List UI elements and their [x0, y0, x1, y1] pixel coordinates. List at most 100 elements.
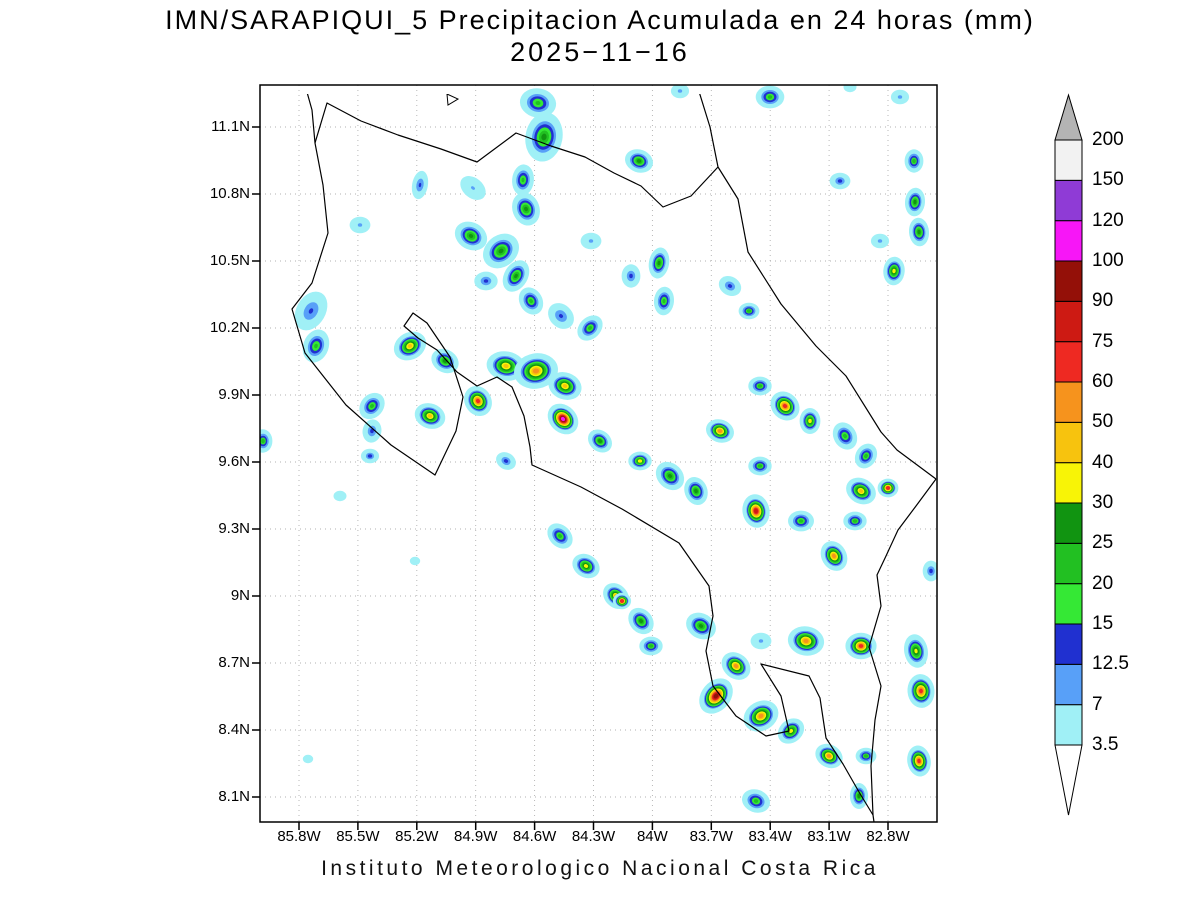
precip-cell-ring	[677, 89, 683, 93]
precip-cell-ring	[503, 363, 509, 369]
precip-cell-ring	[308, 308, 314, 314]
colorbar-tick-label: 120	[1092, 209, 1124, 231]
colorbar-segment	[1054, 300, 1083, 343]
precip-cell-ring	[852, 519, 858, 523]
precipitation-map-canvas	[252, 84, 938, 830]
colorbar-segment	[1054, 704, 1083, 746]
precip-cell-ring	[929, 568, 933, 574]
precip-cell-ring	[912, 158, 916, 164]
lon-tick-label: 85.5W	[336, 828, 380, 845]
precip-cell-ring	[857, 793, 861, 799]
colorbar-tick-label: 25	[1092, 532, 1114, 554]
colorbar-below-arrow	[1054, 744, 1083, 816]
precip-cell-ring	[302, 754, 314, 764]
precip-cell-ring	[885, 486, 891, 490]
precip-cell-ring	[409, 556, 421, 566]
precip-cell-ring	[529, 298, 533, 304]
precip-cell-ring	[503, 459, 509, 463]
colorbar-tick-label: 150	[1092, 169, 1124, 191]
precip-cell-ring	[914, 648, 918, 654]
precip-cell-ring	[657, 260, 661, 266]
colorbar-segment	[1054, 139, 1083, 181]
precip-cell-ring	[333, 490, 347, 502]
colorbar-segment	[1054, 260, 1083, 302]
precip-cell-ring	[733, 664, 739, 668]
precip-cell-ring	[636, 159, 642, 163]
lon-tick-label: 84W	[636, 828, 668, 845]
precip-cell-ring	[877, 239, 883, 243]
precip-cell-ring	[662, 298, 666, 304]
precip-cell-ring	[418, 182, 422, 188]
precip-cell-ring	[648, 644, 654, 648]
lat-tick-label: 10.2N	[209, 319, 250, 336]
precip-cell-ring	[367, 454, 373, 458]
precip-cell-ring	[832, 553, 836, 559]
precip-cell-ring	[535, 100, 541, 106]
lat-tick-label: 9.3N	[218, 520, 250, 537]
colorbar-segment	[1054, 663, 1083, 706]
precip-cell-ring	[471, 186, 475, 190]
colorbar-scale	[1054, 93, 1083, 816]
lon-tick-label: 84.3W	[571, 828, 616, 845]
precip-cell-ring	[808, 418, 812, 424]
precip-cell-ring	[843, 85, 857, 93]
precip-cell-ring	[892, 268, 896, 274]
precip-cell-ring	[757, 464, 763, 468]
colorbar-tick-label: 75	[1092, 330, 1114, 352]
precip-cell-ring	[560, 416, 566, 422]
precip-cell-ring	[858, 644, 864, 648]
colorbar-segment	[1054, 542, 1083, 585]
precip-cell-ring	[498, 248, 504, 254]
precip-cell-ring	[558, 313, 564, 319]
precip-cell-ring	[754, 508, 758, 514]
colorbar-tick-label: 12.5	[1092, 653, 1129, 675]
colorbar-segment	[1054, 220, 1083, 262]
precip-cell-ring	[713, 693, 719, 699]
colorbar-tick-label: 60	[1092, 371, 1114, 392]
lon-tick-label: 83.4W	[748, 828, 792, 845]
precip-cell-ring	[746, 309, 752, 313]
chart-date: 2025−11−16	[510, 37, 690, 67]
precip-cell-ring	[919, 688, 923, 694]
precip-cell-ring	[788, 729, 794, 733]
precip-cell-ring	[370, 403, 374, 409]
precip-cell-ring	[562, 384, 568, 388]
precip-cell-ring	[694, 488, 698, 494]
colorbar-segment	[1054, 381, 1083, 423]
precip-cell-ring	[758, 639, 764, 643]
precip-cell-ring	[619, 599, 625, 603]
precip-cell-ring	[597, 439, 603, 443]
precip-cell-ring	[798, 519, 804, 523]
precip-cell-ring	[629, 273, 633, 279]
lon-tick-label: 85.8W	[277, 828, 321, 845]
precip-cell-ring	[917, 229, 921, 235]
colorbar-tick-label: 3.5	[1092, 734, 1119, 755]
precip-cell-ring	[427, 414, 433, 418]
colorbar-segment	[1054, 623, 1083, 665]
colorbar-tick-label: 15	[1092, 613, 1114, 634]
colorbar-segment	[1054, 583, 1083, 625]
colorbar-segment	[1054, 179, 1083, 222]
precip-cell-ring	[897, 95, 903, 99]
precip-cell-ring	[803, 638, 809, 644]
precip-cell-ring	[858, 489, 864, 493]
map-frame	[259, 84, 938, 823]
precip-cell-ring	[407, 343, 413, 349]
precip-cell-ring	[757, 384, 763, 388]
precip-cell-ring	[558, 534, 562, 538]
lon-tick-label: 84.6W	[512, 828, 557, 845]
colorbar-tick-label: 40	[1092, 451, 1114, 473]
lat-tick-label: 9.6N	[218, 453, 250, 470]
precip-cell-ring	[468, 233, 474, 239]
precip-cell-ring	[583, 564, 589, 568]
lon-tick-label: 83.7W	[689, 828, 733, 845]
precip-cell-ring	[837, 179, 843, 183]
precip-cell-ring	[524, 206, 528, 212]
precip-cell-ring	[913, 199, 917, 205]
colorbar-tick-label: 90	[1092, 290, 1114, 312]
chart-title: IMN/SARAPIQUI_5 Precipitacion Acumulada …	[165, 5, 1035, 35]
precip-cell-ring	[758, 713, 764, 719]
precip-cell-ring	[637, 459, 643, 463]
precip-cell-ring	[717, 429, 723, 433]
precip-cell-ring	[727, 284, 733, 288]
